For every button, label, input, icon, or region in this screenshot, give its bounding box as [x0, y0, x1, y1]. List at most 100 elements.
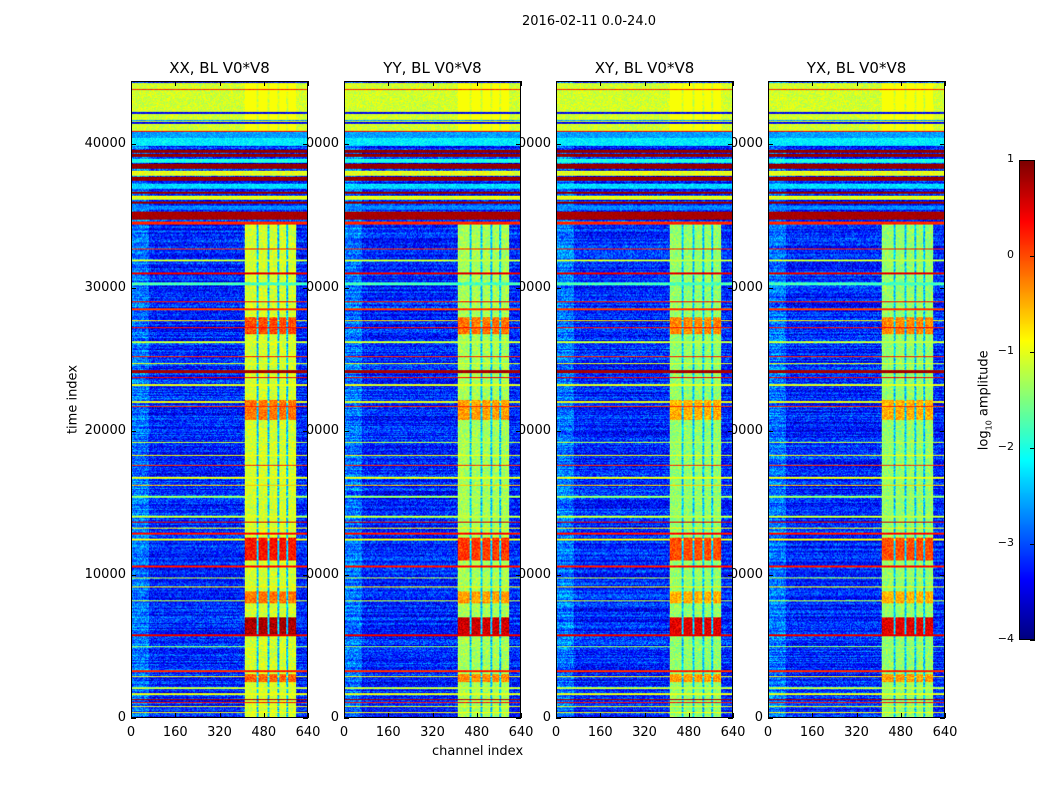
- y-tick-right: [516, 431, 521, 433]
- y-tick-right: [940, 574, 945, 576]
- colorbar-tick: [1030, 160, 1035, 161]
- x-tick-label: 160: [162, 725, 188, 740]
- x-tick-top: [600, 81, 602, 86]
- x-tick-top: [175, 81, 177, 86]
- x-tick: [900, 713, 902, 718]
- x-tick: [521, 713, 522, 718]
- x-tick-label: 0: [551, 725, 561, 740]
- colorbar-label-rest: amplitude: [976, 350, 992, 421]
- colorbar-tick: [1030, 544, 1035, 545]
- x-tick: [688, 713, 690, 718]
- y-tick-right: [516, 574, 521, 576]
- x-tick-top: [733, 81, 734, 86]
- y-tick-right: [940, 718, 945, 719]
- x-tick: [308, 713, 309, 718]
- heatmap-panel-2: [556, 81, 733, 718]
- y-tick: [344, 574, 349, 576]
- x-tick: [856, 713, 858, 718]
- y-tick-right: [728, 718, 733, 719]
- x-tick: [945, 713, 946, 718]
- y-tick-right: [940, 431, 945, 433]
- y-tick: [344, 431, 349, 433]
- y-tick-right: [940, 287, 945, 289]
- x-tick-label: 0: [339, 725, 349, 740]
- x-tick-top: [556, 81, 557, 86]
- x-tick: [175, 713, 177, 718]
- x-tick: [556, 713, 557, 718]
- x-tick-label: 320: [632, 725, 657, 740]
- heatmap-panel-0: [131, 81, 308, 718]
- x-tick-top: [432, 81, 434, 86]
- y-tick-right: [303, 287, 308, 289]
- x-tick: [812, 713, 814, 718]
- x-tick: [219, 713, 221, 718]
- x-tick: [432, 713, 434, 718]
- x-tick-top: [688, 81, 690, 86]
- colorbar: [1019, 160, 1035, 640]
- y-tick: [768, 287, 773, 289]
- heatmap-panel-1: [344, 81, 521, 718]
- x-tick-label: 0: [763, 725, 773, 740]
- colorbar-tick-label: −4: [997, 632, 1014, 645]
- x-tick-label: 480: [251, 725, 277, 740]
- y-tick: [344, 718, 349, 719]
- x-tick-top: [131, 81, 132, 86]
- y-tick: [768, 431, 773, 433]
- y-tick: [556, 574, 561, 576]
- colorbar-label-main: log: [976, 430, 992, 451]
- x-tick-label: 640: [932, 725, 958, 740]
- y-tick-right: [728, 431, 733, 433]
- x-tick: [263, 713, 265, 718]
- y-tick-right: [728, 144, 733, 146]
- colorbar-tick-label: −1: [997, 344, 1014, 357]
- x-tick-top: [263, 81, 265, 86]
- colorbar-tick-label: 0: [1007, 248, 1014, 261]
- x-tick: [388, 713, 390, 718]
- x-tick: [476, 713, 478, 718]
- y-tick: [556, 144, 561, 146]
- y-tick-label: 40000: [84, 136, 126, 152]
- y-tick-label: 0: [330, 710, 339, 725]
- x-tick: [768, 713, 769, 718]
- x-tick-label: 640: [295, 725, 321, 740]
- x-tick-label: 640: [720, 725, 746, 740]
- y-tick-right: [303, 574, 308, 576]
- x-tick-top: [812, 81, 814, 86]
- y-tick: [344, 144, 349, 146]
- y-tick-label: 0: [542, 710, 551, 725]
- x-tick-label: 480: [676, 725, 702, 740]
- y-tick-right: [303, 431, 308, 433]
- y-tick: [556, 718, 561, 719]
- x-tick: [644, 713, 646, 718]
- x-tick: [344, 713, 345, 718]
- x-tick-top: [308, 81, 309, 86]
- x-tick-label: 160: [587, 725, 613, 740]
- colorbar-tick-label: 1: [1007, 152, 1014, 165]
- colorbar-tick: [1030, 256, 1035, 257]
- x-tick-top: [900, 81, 902, 86]
- y-tick: [556, 287, 561, 289]
- x-tick-top: [388, 81, 390, 86]
- y-tick: [131, 718, 136, 719]
- colorbar-tick: [1030, 448, 1035, 449]
- colorbar-tick: [1030, 640, 1035, 641]
- x-tick-label: 640: [508, 725, 534, 740]
- x-tick-top: [644, 81, 646, 86]
- colorbar-tick-label: −2: [997, 440, 1014, 453]
- y-tick-right: [728, 574, 733, 576]
- y-tick: [131, 431, 136, 433]
- y-tick-right: [303, 144, 308, 146]
- panel-title: XY, BL V0*V8: [594, 59, 695, 77]
- x-tick-label: 320: [844, 725, 869, 740]
- y-tick: [768, 718, 773, 719]
- y-tick-right: [728, 287, 733, 289]
- x-tick: [600, 713, 602, 718]
- y-tick: [344, 287, 349, 289]
- y-tick: [768, 574, 773, 576]
- y-tick: [131, 144, 136, 146]
- x-tick-label: 480: [464, 725, 490, 740]
- y-tick-right: [516, 718, 521, 719]
- panel-title: YX, BL V0*V8: [806, 59, 907, 77]
- x-tick-label: 0: [126, 725, 136, 740]
